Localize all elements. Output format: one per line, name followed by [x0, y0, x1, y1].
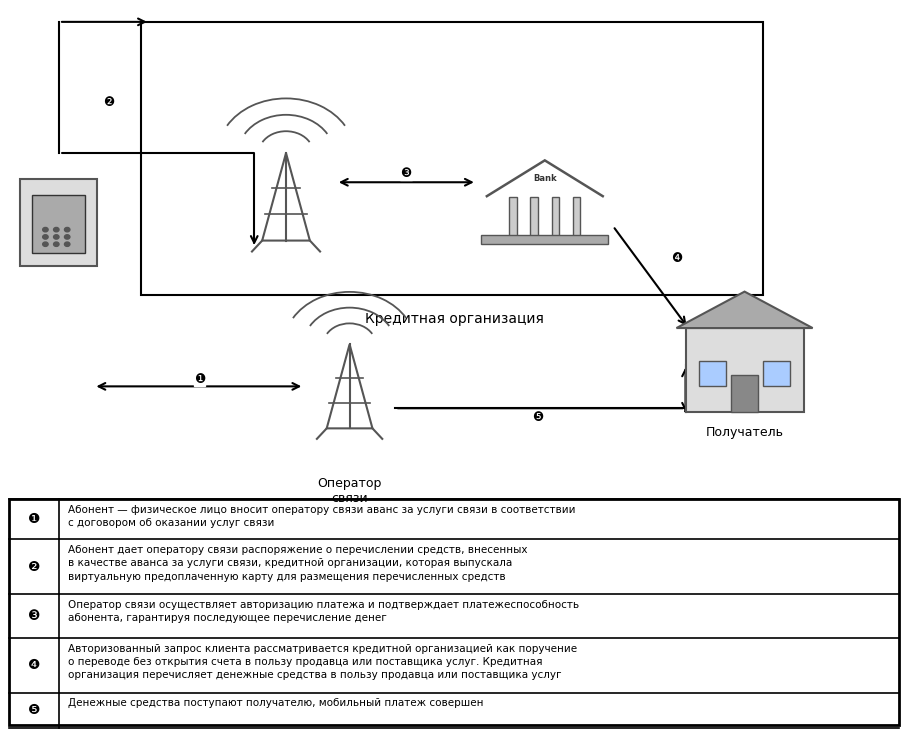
Circle shape	[64, 227, 70, 232]
Text: ❶: ❶	[28, 512, 41, 526]
Text: Оператор
связи: Оператор связи	[318, 477, 381, 505]
Polygon shape	[676, 292, 813, 328]
FancyBboxPatch shape	[20, 179, 97, 266]
Text: ❺: ❺	[532, 411, 543, 424]
Text: ❷: ❷	[28, 560, 41, 574]
FancyBboxPatch shape	[699, 361, 726, 386]
FancyBboxPatch shape	[686, 328, 804, 412]
FancyBboxPatch shape	[141, 22, 763, 295]
Circle shape	[54, 227, 59, 232]
Circle shape	[43, 235, 48, 239]
Text: Bank: Bank	[533, 174, 557, 183]
Circle shape	[54, 242, 59, 246]
FancyBboxPatch shape	[9, 499, 899, 725]
FancyBboxPatch shape	[32, 195, 85, 253]
Text: ❹: ❹	[671, 252, 682, 265]
Text: ❷: ❷	[104, 95, 114, 109]
Circle shape	[64, 235, 70, 239]
Circle shape	[43, 242, 48, 246]
Circle shape	[43, 227, 48, 232]
Text: Денежные средства поступают получателю, мобильный платеж совершен: Денежные средства поступают получателю, …	[68, 698, 484, 709]
Text: Получатель: Получатель	[706, 426, 784, 440]
Circle shape	[64, 242, 70, 246]
FancyBboxPatch shape	[763, 361, 790, 386]
Text: Кредитная организация: Кредитная организация	[365, 312, 543, 326]
FancyBboxPatch shape	[573, 197, 580, 237]
Text: Абонент дает оператору связи распоряжение о перечислении средств, внесенных
в ка: Абонент дает оператору связи распоряжени…	[68, 545, 528, 582]
Circle shape	[54, 235, 59, 239]
Text: Оператор связи осуществляет авторизацию платежа и подтверждает платежеспособност: Оператор связи осуществляет авторизацию …	[68, 600, 579, 623]
Text: ❺: ❺	[28, 703, 41, 717]
Text: ❹: ❹	[28, 658, 41, 672]
FancyBboxPatch shape	[481, 235, 608, 244]
FancyBboxPatch shape	[552, 197, 559, 237]
Text: ❶: ❶	[194, 373, 205, 386]
Text: ❸: ❸	[400, 167, 411, 180]
Text: ❸: ❸	[28, 609, 41, 623]
Text: Авторизованный запрос клиента рассматривается кредитной организацией как поручен: Авторизованный запрос клиента рассматрив…	[68, 644, 577, 680]
FancyBboxPatch shape	[509, 197, 517, 237]
FancyBboxPatch shape	[530, 197, 538, 237]
FancyBboxPatch shape	[731, 375, 758, 412]
Text: Абонент — физическое лицо вносит оператору связи аванс за услуги связи в соответ: Абонент — физическое лицо вносит операто…	[68, 505, 576, 529]
